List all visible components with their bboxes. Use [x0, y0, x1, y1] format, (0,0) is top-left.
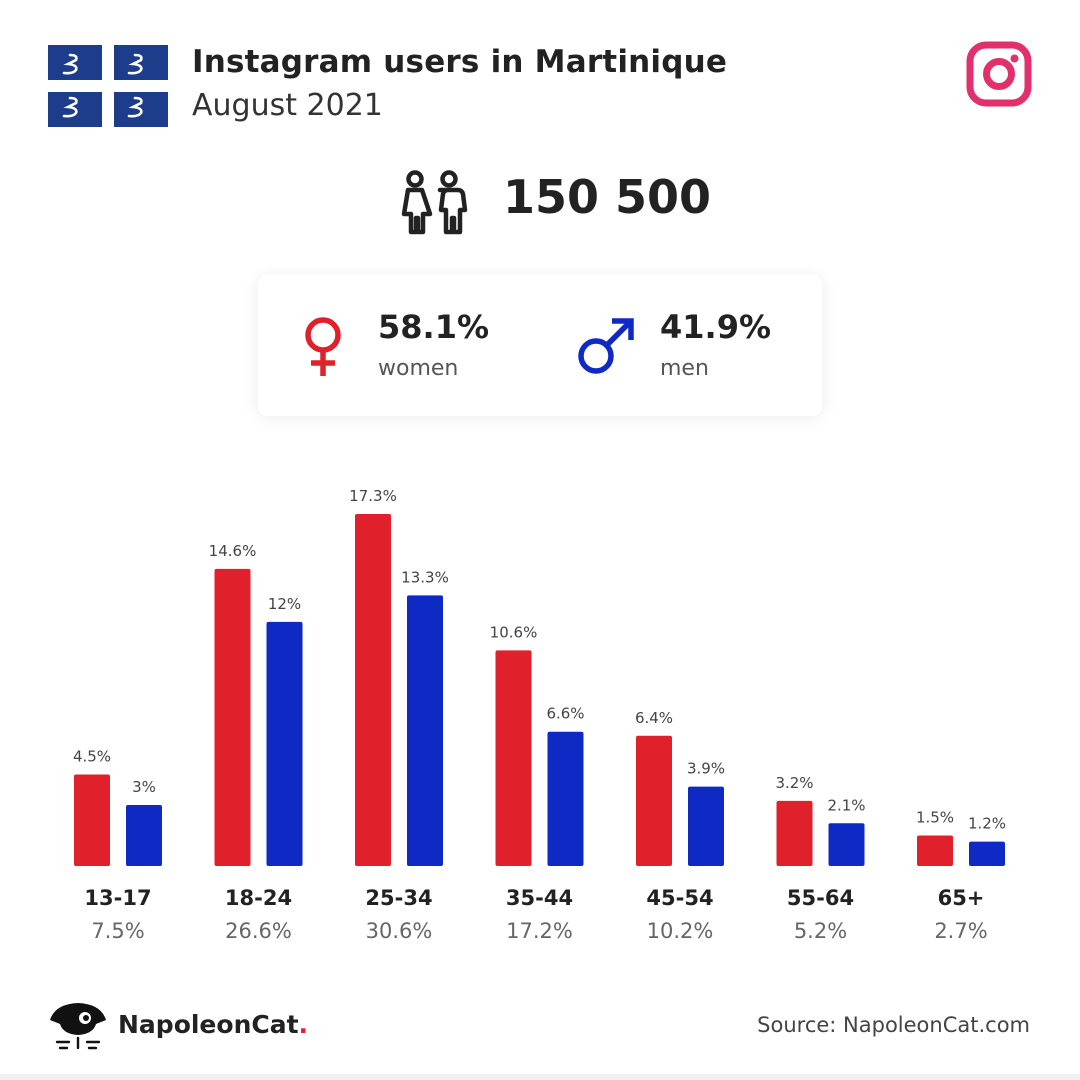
men-label: men: [660, 356, 709, 381]
brand-dot: .: [298, 1010, 309, 1039]
category-label-25-34: 25-34: [365, 886, 432, 910]
page-title: Instagram users in Martinique: [192, 44, 728, 80]
bar-label-women-13-17: 4.5%: [73, 747, 111, 765]
bar-men-35-44: [547, 731, 584, 866]
category-total-65+: 2.7%: [934, 919, 987, 943]
bar-label-men-55-64: 2.1%: [827, 796, 865, 814]
category-label-65+: 65+: [938, 886, 985, 910]
brand-name-text: NapoleonCat: [118, 1010, 299, 1039]
bar-label-women-25-34: 17.3%: [349, 487, 397, 505]
bar-label-men-45-54: 3.9%: [687, 760, 725, 778]
bar-men-45-54: [688, 786, 724, 866]
women-label: women: [378, 356, 459, 381]
category-total-13-17: 7.5%: [91, 919, 144, 943]
bar-women-35-44: [495, 650, 532, 866]
total-users: 150 500: [503, 170, 712, 224]
bar-men-13-17: [126, 804, 162, 866]
female-symbol-icon: [305, 317, 341, 376]
bar-label-men-25-34: 13.3%: [401, 568, 449, 586]
bar-women-18-24: [214, 568, 251, 866]
bar-label-women-55-64: 3.2%: [775, 774, 813, 792]
brand-name: NapoleonCat.: [118, 1010, 308, 1039]
bar-label-men-65+: 1.2%: [968, 815, 1006, 833]
category-label-45-54: 45-54: [646, 886, 713, 910]
bar-men-55-64: [828, 823, 865, 866]
source-text: Source: NapoleonCat.com: [757, 1013, 1030, 1037]
category-total-18-24: 26.6%: [225, 919, 292, 943]
martinique-flag-icon: [48, 45, 168, 127]
bar-women-55-64: [776, 800, 813, 866]
men-percentage: 41.9%: [660, 308, 772, 346]
bar-label-men-18-24: 12%: [268, 595, 301, 613]
bar-women-65+: [917, 835, 953, 866]
bar-label-women-18-24: 14.6%: [209, 542, 257, 560]
category-label-55-64: 55-64: [787, 886, 854, 910]
people-icon: [401, 170, 468, 235]
napoleoncat-logo-icon: [50, 1003, 106, 1050]
bar-label-women-65+: 1.5%: [916, 808, 954, 826]
bar-label-men-13-17: 3%: [132, 778, 156, 796]
category-total-35-44: 17.2%: [506, 919, 573, 943]
category-total-45-54: 10.2%: [647, 919, 714, 943]
women-percentage: 58.1%: [378, 308, 490, 346]
bar-women-45-54: [636, 735, 672, 866]
category-total-55-64: 5.2%: [794, 919, 847, 943]
bar-label-men-35-44: 6.6%: [546, 705, 584, 723]
bottom-strip: [0, 1074, 1080, 1080]
bar-men-25-34: [407, 595, 443, 866]
category-label-18-24: 18-24: [225, 886, 292, 910]
page-subtitle: August 2021: [192, 88, 383, 123]
bar-women-25-34: [355, 514, 391, 866]
category-label-13-17: 13-17: [84, 886, 151, 910]
bar-label-women-35-44: 10.6%: [490, 623, 538, 641]
category-total-25-34: 30.6%: [366, 919, 433, 943]
bar-men-65+: [969, 841, 1005, 866]
bar-men-18-24: [266, 621, 303, 866]
bar-label-women-45-54: 6.4%: [635, 709, 673, 727]
age-gender-bar-chart: 4.5% 3% 13-17 7.5% 14.6% 12% 18-24 26.6% 17.3% 13…: [73, 487, 1006, 943]
male-symbol-icon: [578, 318, 634, 374]
instagram-icon: [966, 41, 1032, 107]
gender-card: 58.1% women 41.9% men: [258, 274, 822, 416]
category-label-35-44: 35-44: [506, 886, 573, 910]
bar-women-13-17: [74, 774, 110, 866]
